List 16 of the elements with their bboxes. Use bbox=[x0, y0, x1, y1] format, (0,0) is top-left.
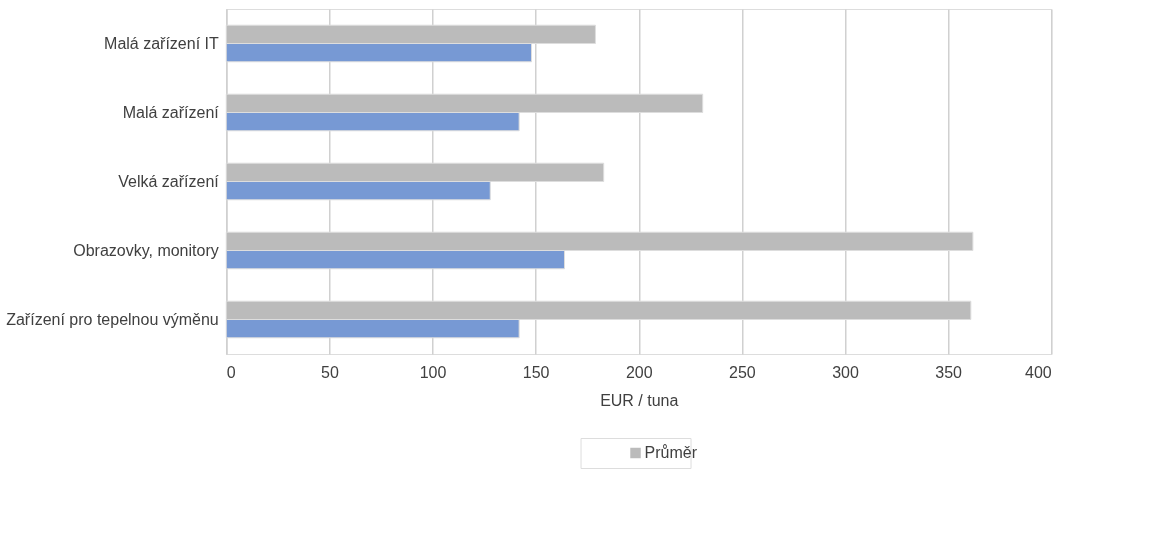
x-tick-label: 350 bbox=[935, 363, 963, 381]
y-tick-label: Malá zařízení bbox=[122, 103, 220, 121]
x-tick-label: 400 bbox=[1025, 363, 1052, 381]
x-tick-label: 300 bbox=[832, 363, 859, 381]
y-tick-label: Zařízení pro tepelnou výměnu bbox=[6, 310, 219, 328]
y-tick-label: Obrazovky, monitory bbox=[73, 241, 219, 259]
x-axis-title: EUR / tuna bbox=[600, 391, 679, 409]
y-tick-label: Velká zařízení bbox=[118, 172, 220, 190]
y-tick-label: Malá zařízení IT bbox=[104, 34, 219, 52]
x-tick-label: 150 bbox=[522, 363, 550, 381]
x-tick-label: 250 bbox=[729, 363, 756, 381]
x-tick-label: 0 bbox=[226, 363, 236, 381]
x-tick-label: 200 bbox=[625, 363, 653, 381]
x-tick-label: 100 bbox=[419, 363, 447, 381]
x-tick-label: 50 bbox=[320, 363, 339, 381]
legend-label: Průměr bbox=[644, 444, 698, 461]
